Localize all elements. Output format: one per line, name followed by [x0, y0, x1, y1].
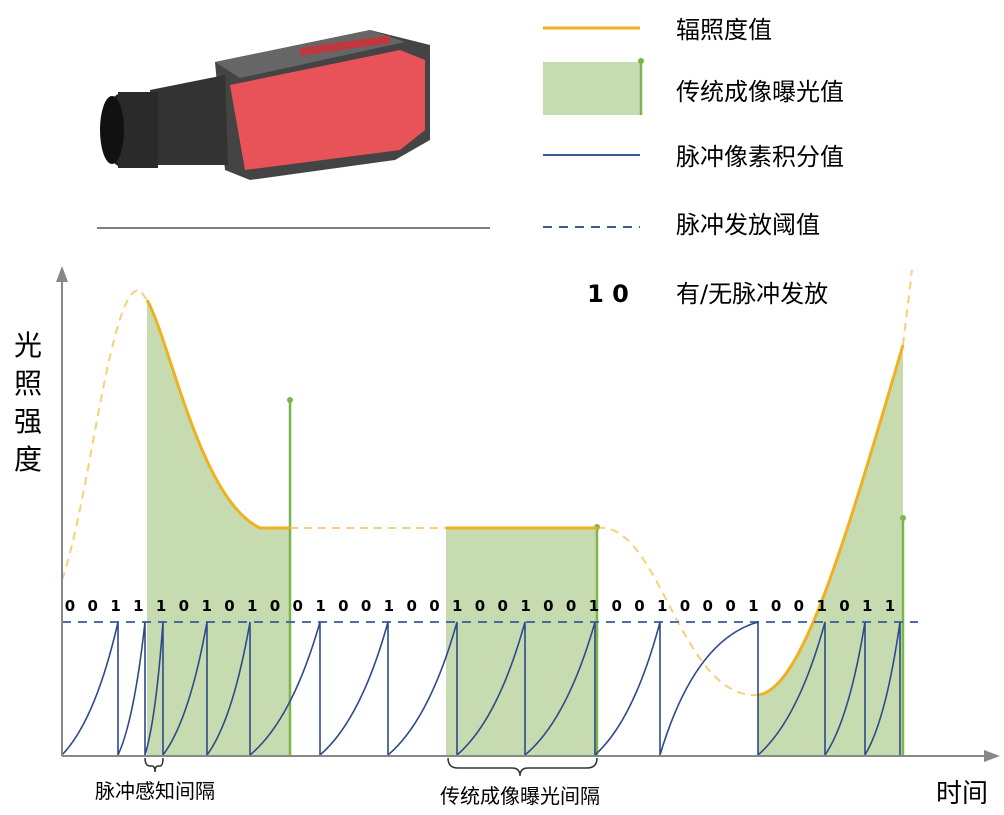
legend-label: 有/无脉冲发放 — [676, 280, 828, 308]
bit-label: 0 — [179, 597, 189, 615]
brackets — [145, 758, 597, 776]
y-axis-label: 光照强度 — [14, 329, 42, 476]
bit-label: 1 — [247, 597, 257, 615]
bit-label: 0 — [475, 597, 485, 615]
diagram: 辐照度值 传统成像曝光值 脉冲像素积分值 脉冲发放阈值 1 0 有/无脉冲发放 — [0, 0, 1004, 811]
bit-label: 1 — [816, 597, 826, 615]
bit-label: 1 — [748, 597, 758, 615]
bit-label: 0 — [88, 597, 98, 615]
annotation: 脉冲感知间隔 — [95, 779, 215, 803]
bit-label: 0 — [293, 597, 303, 615]
bit-label: 0 — [634, 597, 644, 615]
bit-label: 1 — [133, 597, 143, 615]
bit-label: 1 — [862, 597, 872, 615]
bit-label: 0 — [224, 597, 234, 615]
camera-illustration — [100, 30, 430, 180]
x-axis-label: 时间 — [936, 779, 988, 809]
bit-label: 1 — [315, 597, 325, 615]
legend-label: 辐照度值 — [676, 16, 772, 44]
bit-label: 1 — [201, 597, 211, 615]
legend-symbol: 1 0 — [587, 280, 629, 308]
legend-label: 脉冲像素积分值 — [676, 143, 844, 171]
bit-label: 0 — [361, 597, 371, 615]
bit-label: 1 — [589, 597, 599, 615]
bit-label: 0 — [65, 597, 75, 615]
exposure-area — [446, 528, 597, 755]
bit-label: 0 — [338, 597, 348, 615]
bit-label: 0 — [498, 597, 508, 615]
bit-label: 0 — [429, 597, 439, 615]
bit-label: 0 — [270, 597, 280, 615]
bit-label: 1 — [520, 597, 530, 615]
bit-label: 0 — [566, 597, 576, 615]
bit-label: 0 — [794, 597, 804, 615]
bit-label: 1 — [156, 597, 166, 615]
bit-label: 1 — [657, 597, 667, 615]
legend-swatch — [543, 62, 640, 115]
legend-label: 脉冲发放阈值 — [676, 211, 820, 239]
exposure-dots — [287, 397, 906, 530]
bit-label: 0 — [703, 597, 713, 615]
legend-dot — [638, 58, 644, 64]
bit-label: 0 — [543, 597, 553, 615]
bit-label: 0 — [839, 597, 849, 615]
annotation: 传统成像曝光间隔 — [440, 784, 600, 808]
legend-label: 传统成像曝光值 — [676, 78, 844, 106]
bit-label: 0 — [611, 597, 621, 615]
bit-label: 0 — [680, 597, 690, 615]
bit-label: 0 — [406, 597, 416, 615]
exposure-area — [758, 345, 903, 755]
bit-label: 0 — [771, 597, 781, 615]
legend: 辐照度值 传统成像曝光值 脉冲像素积分值 脉冲发放阈值 1 0 有/无脉冲发放 — [543, 16, 844, 308]
bit-label: 1 — [452, 597, 462, 615]
bit-label: 1 — [110, 597, 120, 615]
bit-label: 1 — [384, 597, 394, 615]
bit-label: 1 — [885, 597, 895, 615]
bit-label: 0 — [725, 597, 735, 615]
